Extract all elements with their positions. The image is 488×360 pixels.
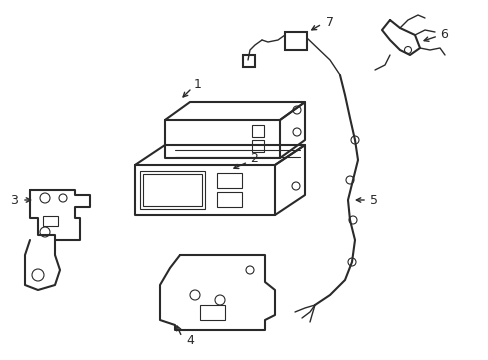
Bar xyxy=(243,55,254,67)
Text: 2: 2 xyxy=(249,152,257,165)
Text: 3: 3 xyxy=(10,194,18,207)
Bar xyxy=(251,125,264,137)
Bar xyxy=(217,173,242,188)
Bar xyxy=(140,171,204,209)
Text: 7: 7 xyxy=(325,15,333,28)
Text: 1: 1 xyxy=(194,77,202,90)
Bar xyxy=(285,32,306,50)
Bar xyxy=(200,305,224,320)
Text: 4: 4 xyxy=(185,333,193,346)
Bar xyxy=(43,216,58,226)
Bar xyxy=(142,174,202,206)
Bar xyxy=(251,140,264,152)
Bar xyxy=(217,192,242,207)
Text: 5: 5 xyxy=(369,194,377,207)
Text: 6: 6 xyxy=(439,27,447,41)
